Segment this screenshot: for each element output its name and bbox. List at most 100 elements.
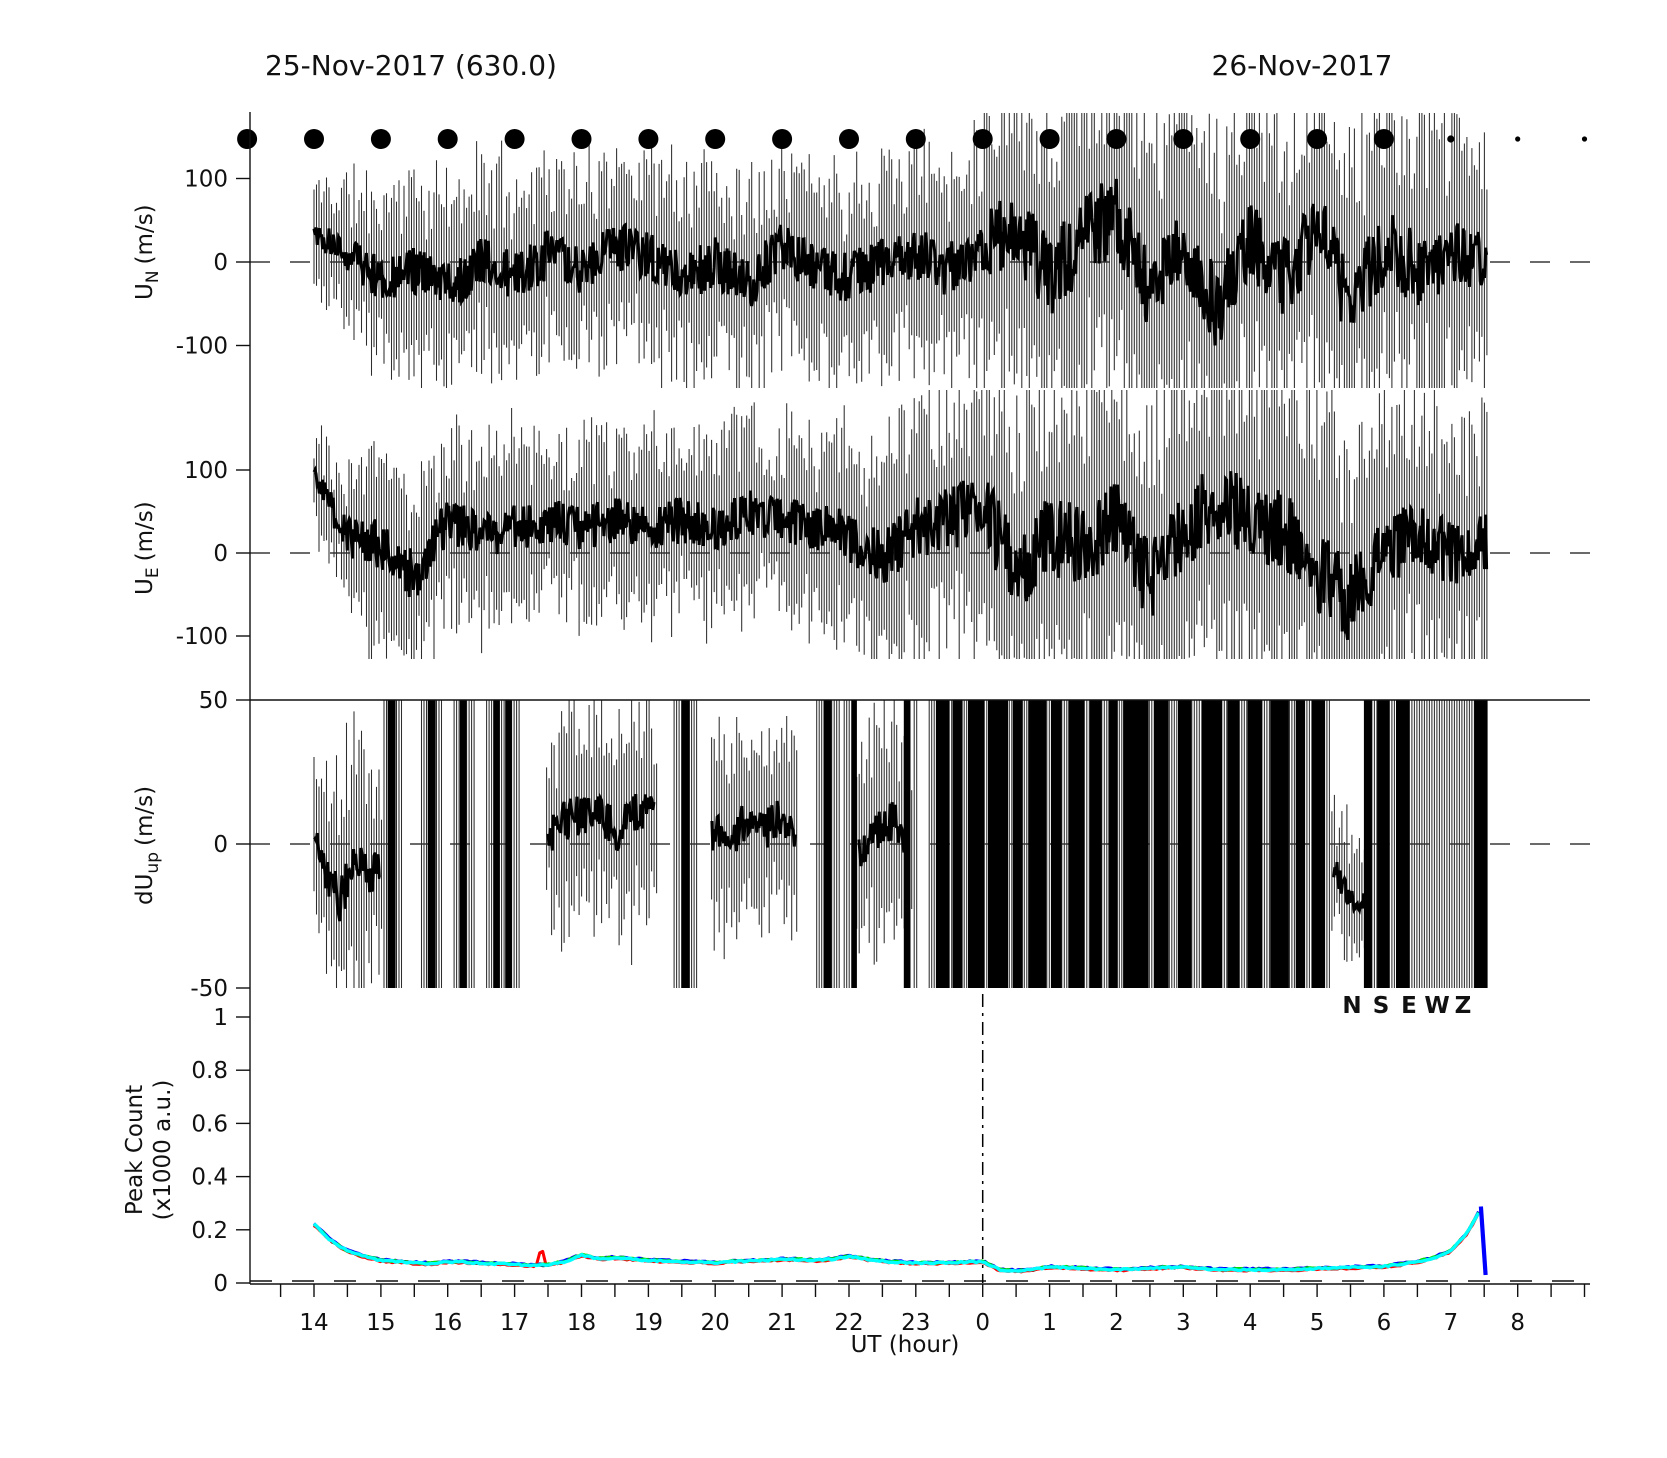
y-tick-label: 1 xyxy=(213,1005,228,1031)
hour-dot-15 xyxy=(370,129,391,149)
y-tick-label: -100 xyxy=(176,624,228,650)
saturated-column xyxy=(1028,700,1047,988)
hour-dot-7 xyxy=(1447,135,1455,143)
hour-dot-2 xyxy=(1106,129,1127,149)
saturated-column xyxy=(823,700,832,988)
saturated-column xyxy=(1227,700,1240,988)
legend-entry-s: S xyxy=(1373,993,1390,1019)
ylabel-ue: UE(m/s) xyxy=(132,501,163,595)
mean-line-segment xyxy=(857,802,910,867)
x-tick-label: 19 xyxy=(634,1310,663,1336)
saturated-column xyxy=(1123,700,1149,988)
x-tick-label: 18 xyxy=(567,1310,596,1336)
hour-dot-4 xyxy=(1240,129,1261,149)
saturated-column xyxy=(1178,700,1192,988)
hour-dot-8 xyxy=(1515,136,1521,142)
x-tick-label: 1 xyxy=(1042,1310,1057,1336)
hour-dot-0 xyxy=(972,129,993,149)
saturated-column xyxy=(1295,700,1306,988)
hour-dot-5 xyxy=(1307,129,1328,149)
saturated-column xyxy=(1153,700,1169,988)
saturated-column xyxy=(1012,700,1023,988)
ylabel-peakcount-line2: (x1000 a.u.) xyxy=(150,1080,176,1221)
saturated-column xyxy=(935,700,950,988)
mean-line xyxy=(312,465,1489,640)
hour-dot-16 xyxy=(437,129,458,149)
ylabel-un: UN(m/s) xyxy=(132,204,163,300)
hour-dot-20 xyxy=(705,129,726,149)
y-tick-label: 0 xyxy=(213,832,228,858)
ylabel-peakcount-line1: Peak Count xyxy=(122,1085,148,1215)
y-tick-label: 0 xyxy=(213,541,228,567)
y-tick-label: 50 xyxy=(199,688,228,714)
legend-entry-n: N xyxy=(1342,993,1361,1019)
hour-dot-18 xyxy=(571,129,592,149)
x-tick-label: 17 xyxy=(500,1310,529,1336)
saturated-column xyxy=(681,700,690,988)
x-tick-label: 15 xyxy=(366,1310,395,1336)
x-tick-label: 0 xyxy=(975,1310,990,1336)
saturated-column xyxy=(1050,700,1062,988)
x-tick-label: 20 xyxy=(701,1310,730,1336)
hour-dot-22 xyxy=(839,129,859,149)
x-tick-label: 3 xyxy=(1176,1310,1191,1336)
hour-dot-1 xyxy=(1039,129,1060,149)
hour-dot-14 xyxy=(304,129,324,149)
title-left-date: 25-Nov-2017 (630.0) xyxy=(265,49,557,82)
saturated-column xyxy=(493,700,500,988)
hour-dot-9 xyxy=(1581,136,1588,142)
y-tick-label: 0.2 xyxy=(191,1218,228,1244)
ylabel-dup: dUup(m/s) xyxy=(132,786,163,905)
saturated-column xyxy=(952,700,963,988)
mean-line xyxy=(312,178,1489,346)
saturated-column xyxy=(1108,700,1118,988)
x-tick-label: 8 xyxy=(1510,1310,1525,1336)
y-tick-label: 100 xyxy=(184,458,228,484)
y-tick-label: -50 xyxy=(190,976,228,1002)
hour-dot-6 xyxy=(1373,129,1394,149)
saturated-column xyxy=(1396,700,1410,988)
mean-line-segment xyxy=(546,792,656,852)
saturated-column xyxy=(1363,700,1372,988)
mean-line-segment xyxy=(313,832,381,922)
saturated-column xyxy=(427,700,436,988)
y-tick-label: 0.4 xyxy=(191,1165,228,1191)
y-tick-label: -100 xyxy=(176,334,228,360)
legend-entry-w: W xyxy=(1424,993,1449,1019)
x-tick-label: 5 xyxy=(1310,1310,1325,1336)
saturated-column xyxy=(1202,700,1223,988)
hour-dot-3 xyxy=(1173,129,1194,149)
hour-dot-13 xyxy=(237,129,258,149)
y-tick-label: 0 xyxy=(213,1271,228,1297)
x-tick-label: 7 xyxy=(1443,1310,1458,1336)
x-tick-label: 6 xyxy=(1377,1310,1392,1336)
panel-peakcount-series xyxy=(312,1206,1488,1276)
saturated-column xyxy=(387,700,396,988)
saturated-column xyxy=(1311,700,1326,988)
hour-dot-17 xyxy=(504,129,525,149)
x-tick-label: 4 xyxy=(1243,1310,1258,1336)
mean-line-segment xyxy=(710,800,797,852)
hourly-dot-markers xyxy=(237,129,1588,149)
mean-line-segment xyxy=(1332,861,1366,915)
saturated-column xyxy=(459,700,467,988)
hour-dot-19 xyxy=(638,129,659,149)
count-series-E-end-drop xyxy=(1478,1206,1488,1276)
hour-dot-21 xyxy=(772,129,793,149)
y-tick-label: 0.6 xyxy=(191,1111,228,1137)
saturated-column xyxy=(1270,700,1289,988)
panel-dup-series xyxy=(313,700,1488,988)
x-tick-label: 23 xyxy=(901,1310,930,1336)
saturated-column xyxy=(1089,700,1102,988)
saturated-column xyxy=(968,700,984,988)
zero-dashed-lines xyxy=(250,261,1590,1282)
x-tick-label: 16 xyxy=(433,1310,462,1336)
y-tick-label: 0 xyxy=(213,250,228,276)
legend-entry-z: Z xyxy=(1455,993,1472,1019)
x-tick-label: 2 xyxy=(1109,1310,1124,1336)
panel-un-series xyxy=(312,113,1489,388)
saturated-column xyxy=(851,700,857,988)
